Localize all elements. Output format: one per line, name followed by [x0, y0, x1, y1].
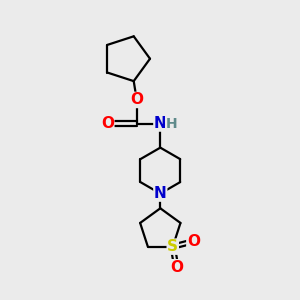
Text: H: H [166, 116, 177, 130]
Text: O: O [101, 116, 114, 131]
Text: O: O [170, 260, 183, 275]
Text: S: S [167, 239, 178, 254]
Text: N: N [154, 116, 167, 131]
Text: N: N [154, 186, 167, 201]
Text: O: O [187, 234, 200, 249]
Text: O: O [130, 92, 143, 107]
